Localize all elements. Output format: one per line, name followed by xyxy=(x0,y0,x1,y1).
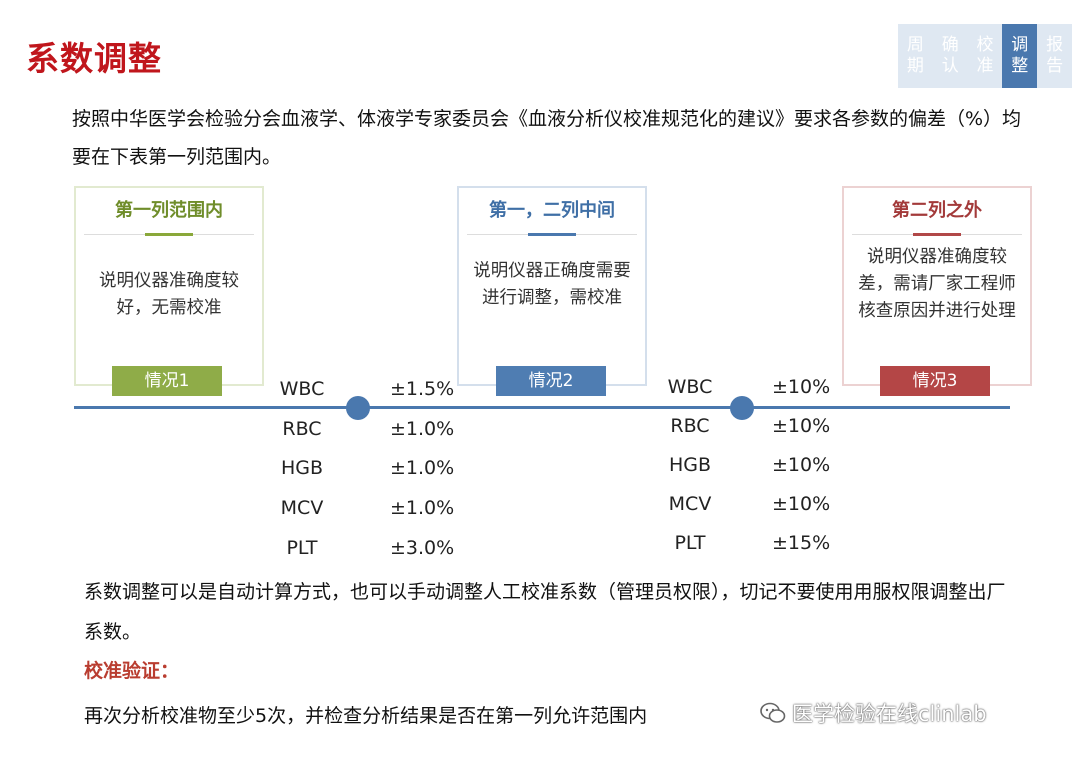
intro-text: 按照中华医学会检验分会血液学、体液学专家委员会《血液分析仪校准规范化的建议》要求… xyxy=(72,108,1022,168)
case-card-heading: 第一，二列中间 xyxy=(467,188,637,236)
param-value: ±10% xyxy=(772,415,831,437)
verification-text: 再次分析校准物至少5次，并检查分析结果是否在第一列允许范围内 xyxy=(84,705,648,727)
case-card-2: 第一，二列中间 说明仪器正确度需要进行调整，需校准 xyxy=(457,186,647,386)
case-badge-2: 情况2 xyxy=(496,366,606,396)
case-card-1: 第一列范围内 说明仪器准确度较好，无需校准 xyxy=(74,186,264,386)
param-value: ±1.0% xyxy=(390,497,455,519)
param-name: MCV xyxy=(280,497,324,519)
param-name: HGB xyxy=(668,454,712,476)
param-name: WBC xyxy=(667,376,713,398)
nav-item-calibrate[interactable]: 校准 xyxy=(967,24,1003,88)
heading-accent xyxy=(528,233,576,236)
page-title: 系数调整 xyxy=(26,39,162,78)
param-name: WBC xyxy=(279,378,325,400)
param-name: MCV xyxy=(668,493,712,515)
watermark: 医学检验在线clinlab xyxy=(760,698,987,728)
param-value: ±10% xyxy=(772,376,831,398)
param-name: RBC xyxy=(282,418,322,440)
nav-item-report[interactable]: 报告 xyxy=(1037,24,1072,88)
case-card-body: 说明仪器正确度需要进行调整，需校准 xyxy=(473,261,631,308)
case-card-body: 说明仪器准确度较差，需请厂家工程师核查原因并进行处理 xyxy=(858,247,1016,321)
timeline-line xyxy=(74,406,1010,409)
param-name: PLT xyxy=(674,532,706,554)
wechat-icon xyxy=(760,702,786,723)
verification-heading: 校准验证： xyxy=(84,660,180,682)
case-card-body: 说明仪器准确度较好，无需校准 xyxy=(99,271,239,318)
heading-accent xyxy=(145,233,193,236)
param-value: ±1.5% xyxy=(390,378,455,400)
nav-item-confirm[interactable]: 确认 xyxy=(932,24,968,88)
param-value: ±10% xyxy=(772,493,831,515)
param-value: ±10% xyxy=(772,454,831,476)
param-value: ±1.0% xyxy=(390,457,455,479)
heading-accent xyxy=(913,233,961,236)
timeline-marker xyxy=(346,396,370,420)
nav-item-period[interactable]: 周期 xyxy=(898,24,933,88)
param-name: RBC xyxy=(670,415,710,437)
param-value: ±1.0% xyxy=(390,418,455,440)
param-value: ±15% xyxy=(772,532,831,554)
case-card-heading: 第一列范围内 xyxy=(84,188,254,236)
case-badge-3: 情况3 xyxy=(880,366,990,396)
nav-item-adjust[interactable]: 调整 xyxy=(1002,24,1038,88)
param-name: PLT xyxy=(286,537,318,559)
timeline-marker xyxy=(730,396,754,420)
case-card-heading: 第二列之外 xyxy=(852,188,1022,236)
param-name: HGB xyxy=(280,457,324,479)
case-card-3: 第二列之外 说明仪器准确度较差，需请厂家工程师核查原因并进行处理 xyxy=(842,186,1032,386)
case-badge-1: 情况1 xyxy=(112,366,222,396)
section-nav: 周期 确认 校准 调整 报告 xyxy=(898,24,1072,88)
param-value: ±3.0% xyxy=(390,537,455,559)
adjustment-paragraph: 系数调整可以是自动计算方式，也可以手动调整人工校准系数（管理员权限），切记不要使… xyxy=(84,581,1006,643)
